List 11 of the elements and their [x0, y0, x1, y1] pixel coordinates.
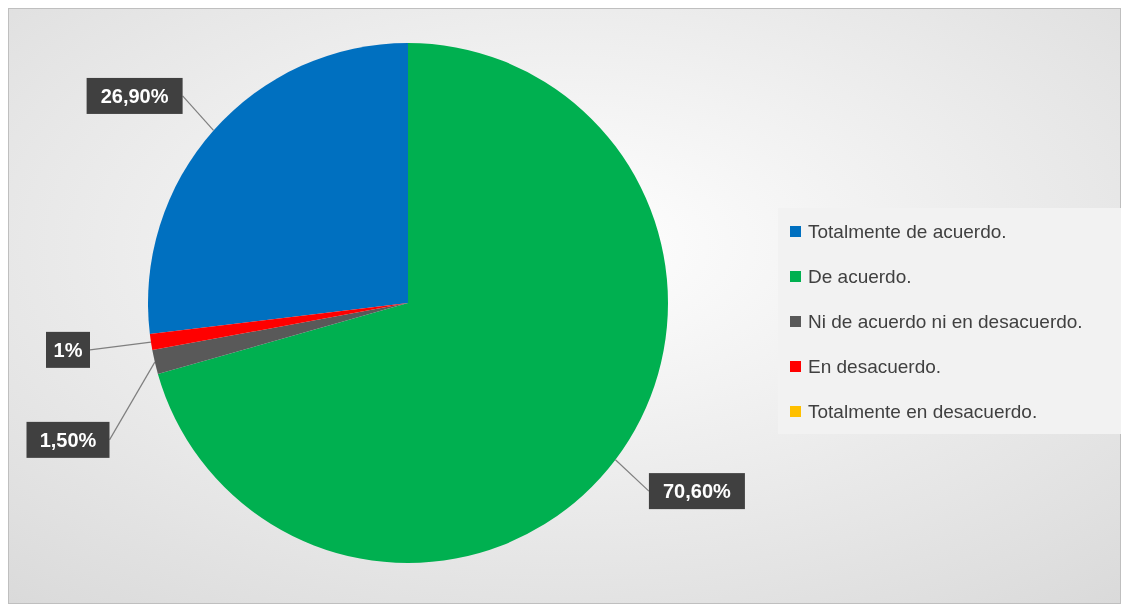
legend-label: En desacuerdo. — [808, 356, 942, 377]
pie-slice — [152, 303, 408, 374]
data-label: 26,90% — [100, 84, 169, 107]
legend-label: De acuerdo. — [808, 266, 912, 287]
pie-slice — [149, 303, 408, 351]
data-label: 1,50% — [39, 428, 97, 451]
legend-label: Totalmente de acuerdo. — [808, 221, 1007, 242]
legend-label: Totalmente en desacuerdo. — [808, 401, 1038, 422]
data-label: 70,60% — [662, 480, 732, 503]
legend-label: Ni de acuerdo ni en desacuerdo. — [808, 311, 1083, 332]
data-label: 1% — [53, 338, 83, 361]
